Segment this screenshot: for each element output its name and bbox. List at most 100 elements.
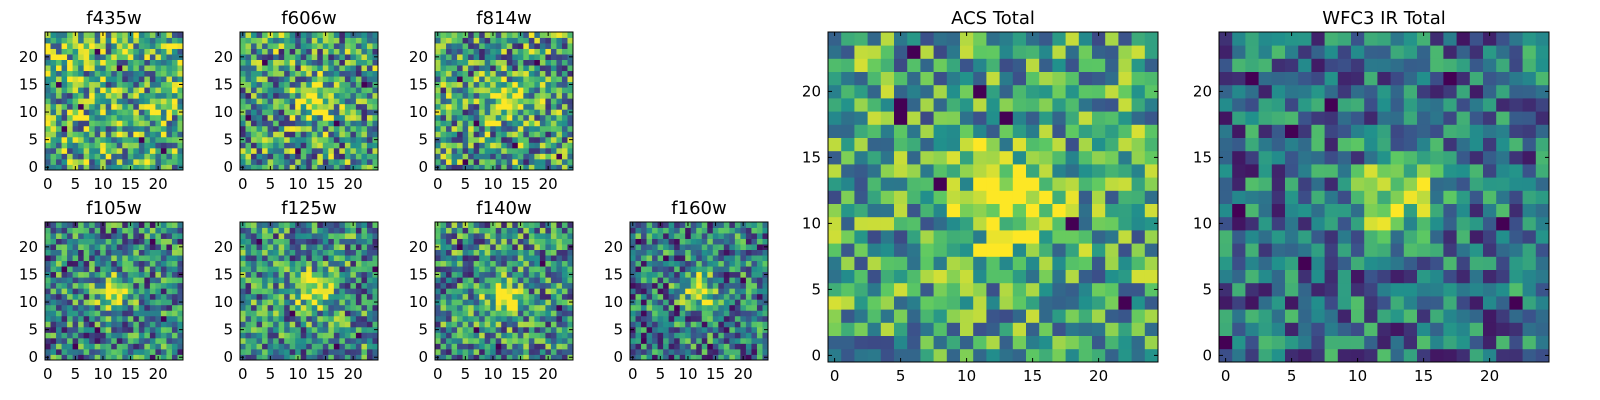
- heatmap-cell: [333, 244, 340, 250]
- heatmap-cell: [344, 277, 351, 284]
- heatmap-cell: [177, 48, 184, 55]
- heatmap-cell: [523, 65, 530, 72]
- heatmap-cell: [561, 54, 568, 60]
- heatmap-cell: [484, 299, 491, 306]
- heatmap-cell: [479, 131, 486, 138]
- heatmap-cell: [539, 81, 546, 88]
- heatmap-cell: [122, 125, 129, 132]
- heatmap-cell: [306, 354, 313, 361]
- heatmap-cell: [251, 260, 257, 267]
- heatmap-cell: [138, 164, 145, 171]
- heatmap-cell: [171, 48, 178, 55]
- heatmap-cell: [457, 92, 463, 99]
- heatmap-cell: [328, 81, 335, 88]
- heatmap-cell: [322, 65, 329, 72]
- heatmap-cell: [133, 277, 140, 284]
- heatmap-cell: [295, 59, 302, 66]
- heatmap-cell: [171, 37, 178, 44]
- heatmap-cell: [166, 326, 173, 333]
- heatmap-cell: [45, 59, 51, 66]
- heatmap-cell: [127, 277, 134, 284]
- heatmap-cell: [355, 103, 362, 110]
- heatmap-cell: [333, 59, 340, 66]
- heatmap-cell: [366, 282, 373, 289]
- heatmap-cell: [273, 310, 280, 317]
- x-tick-label: 15: [121, 365, 140, 383]
- heatmap-cell: [300, 109, 307, 116]
- heatmap-cell: [149, 37, 156, 44]
- heatmap-cell: [506, 288, 513, 295]
- heatmap-cell: [663, 326, 670, 333]
- heatmap-cell: [986, 269, 1000, 284]
- heatmap-cell: [473, 299, 480, 306]
- heatmap-cell: [545, 65, 552, 72]
- heatmap-cell: [1131, 322, 1146, 336]
- heatmap-cell: [440, 354, 447, 361]
- heatmap-cell: [100, 48, 107, 55]
- heatmap-cell: [468, 244, 475, 250]
- heatmap-cell: [1078, 190, 1093, 204]
- heatmap-cell: [907, 269, 921, 284]
- heatmap-cell: [435, 43, 441, 49]
- heatmap-cell: [723, 315, 730, 322]
- heatmap-cell: [289, 337, 296, 344]
- heatmap-cell: [1012, 216, 1027, 231]
- heatmap-cell: [534, 310, 541, 317]
- heatmap-cell: [435, 260, 441, 267]
- heatmap-cell: [133, 153, 140, 160]
- heatmap-cell: [484, 43, 491, 49]
- heatmap-cell: [534, 109, 541, 116]
- heatmap-cell: [501, 158, 508, 165]
- heatmap-cell: [322, 76, 329, 83]
- heatmap-cell: [641, 277, 647, 284]
- heatmap-cell: [311, 233, 318, 239]
- y-tick-label: 10: [604, 293, 623, 311]
- heatmap-cell: [160, 249, 167, 256]
- heatmap-cell: [289, 233, 296, 239]
- y-tick-label: 20: [409, 238, 428, 256]
- heatmap-cell: [306, 164, 313, 171]
- heatmap-cell: [344, 266, 351, 273]
- heatmap-cell: [440, 76, 447, 83]
- heatmap-cell: [495, 48, 502, 55]
- heatmap-cell: [440, 227, 447, 234]
- heatmap-cell: [278, 59, 285, 66]
- heatmap-cell: [127, 54, 134, 60]
- heatmap-cell: [89, 76, 96, 83]
- heatmap-cell: [155, 332, 162, 339]
- heatmap-cell: [355, 114, 362, 121]
- heatmap-cell: [894, 216, 908, 231]
- heatmap-cell: [457, 109, 463, 116]
- heatmap-cell: [841, 243, 855, 257]
- heatmap-cell: [545, 332, 552, 339]
- heatmap-cell: [539, 43, 546, 49]
- heatmap-cell: [630, 227, 636, 234]
- heatmap-cell: [333, 76, 340, 83]
- heatmap-cell: [517, 43, 524, 49]
- heatmap-cell: [171, 65, 178, 72]
- heatmap-cell: [67, 87, 73, 94]
- heatmap-cell: [517, 343, 524, 350]
- heatmap-cell: [973, 216, 987, 231]
- heatmap-cell: [94, 233, 101, 239]
- heatmap-cell: [435, 158, 441, 165]
- heatmap-cell: [89, 65, 96, 72]
- heatmap-cell: [517, 282, 524, 289]
- heatmap-cell: [440, 65, 447, 72]
- heatmap-cell: [506, 37, 513, 44]
- heatmap-cell: [344, 249, 351, 256]
- heatmap-cell: [160, 76, 167, 83]
- heatmap-cell: [72, 131, 79, 138]
- heatmap-cell: [528, 103, 535, 110]
- heatmap-cell: [273, 125, 280, 132]
- heatmap-cell: [517, 326, 524, 333]
- heatmap-cell: [361, 249, 368, 256]
- heatmap-cell: [457, 299, 463, 306]
- heatmap-cell: [100, 343, 107, 350]
- heatmap-cell: [83, 222, 90, 228]
- heatmap-cell: [171, 304, 178, 311]
- heatmap-cell: [457, 114, 463, 121]
- heatmap-cell: [1092, 309, 1106, 323]
- heatmap-cell: [67, 244, 73, 250]
- heatmap-cell: [133, 326, 140, 333]
